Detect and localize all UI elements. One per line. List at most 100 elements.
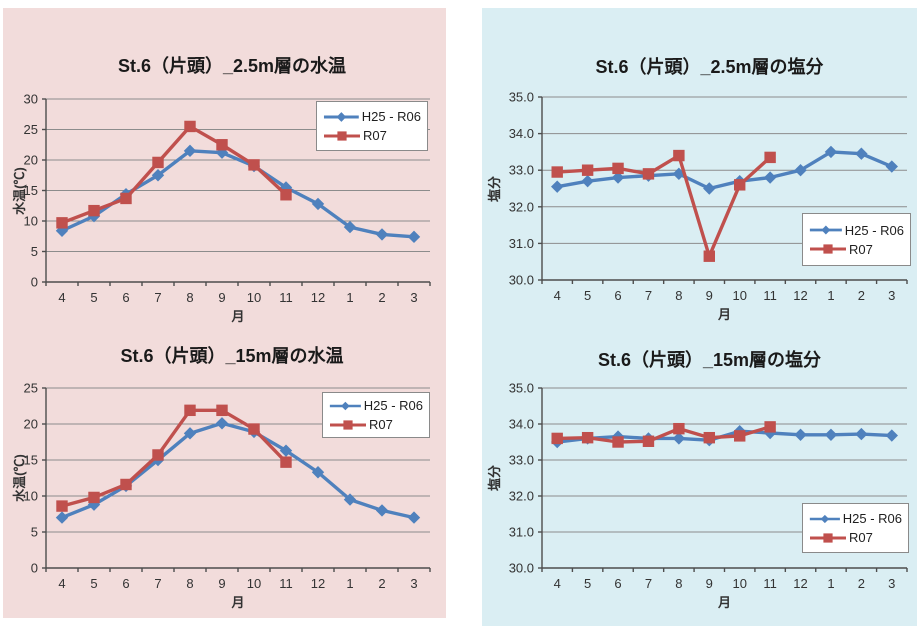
- y-tick-label: 5: [31, 244, 38, 259]
- x-tick-label: 1: [346, 576, 353, 591]
- x-tick-label: 12: [793, 288, 807, 303]
- legend-item: R07: [329, 417, 423, 432]
- x-axis-title: 月: [717, 595, 731, 610]
- x-tick-label: 6: [122, 290, 129, 305]
- x-tick-label: 9: [706, 576, 713, 591]
- diamond-marker: [311, 197, 325, 211]
- chart-temp-2-5m: St.6（片頭）_2.5m層の水温 0 5 10 15 20 25 30 4 5 6 7 8 9 10 11…: [3, 8, 446, 324]
- y-axis-title: 水温(℃): [12, 454, 27, 502]
- y-tick-label: 0: [31, 275, 38, 290]
- diamond-marker: [763, 426, 777, 440]
- square-marker: [703, 250, 715, 262]
- legend: H25 - R06 R07: [802, 503, 909, 553]
- legend-item: H25 - R06: [323, 109, 421, 124]
- x-tick-label: 3: [888, 288, 895, 303]
- legend-label: H25 - R06: [363, 398, 423, 413]
- x-tick-label: 7: [154, 290, 161, 305]
- chart-salinity-2-5m: St.6（片頭）_2.5m層の塩分 30.0 31.0 32.0 33.0 34.0 35…: [482, 8, 917, 322]
- diamond-marker: [375, 504, 389, 517]
- diamond-marker: [336, 111, 347, 122]
- x-tick-label: 11: [763, 576, 777, 591]
- diamond-marker: [855, 147, 868, 160]
- line-diamond-marker-icon: [323, 111, 359, 122]
- x-tick-label: 1: [827, 288, 834, 303]
- line-diamond-marker-icon: [809, 514, 840, 523]
- diamond-marker: [407, 230, 421, 244]
- series-r07: [56, 120, 292, 229]
- x-tick-label: 4: [58, 290, 65, 305]
- square-marker: [184, 404, 196, 417]
- diamond-marker: [672, 432, 686, 445]
- legend-label: R07: [849, 530, 873, 545]
- square-marker: [280, 456, 292, 468]
- x-tick-label: 3: [410, 576, 417, 591]
- legend-item: H25 - R06: [809, 223, 904, 238]
- square-marker: [152, 156, 164, 169]
- x-tick-label: 2: [858, 288, 865, 303]
- x-tick-label: 5: [584, 288, 591, 303]
- y-axis-title: 水温(℃): [12, 166, 27, 215]
- y-tick-label: 31.0: [509, 525, 534, 540]
- square-marker: [703, 431, 715, 444]
- water-temp-card: St.6（片頭）_2.5m層の水温 0 5 10 15 20 25 30 4 5 6 7 8 9 10 11…: [3, 8, 446, 618]
- x-tick-label: 8: [186, 576, 193, 591]
- square-marker: [88, 204, 100, 217]
- y-tick-label: 31.0: [509, 236, 534, 251]
- square-marker: [56, 217, 68, 229]
- x-tick-label: 10: [732, 576, 746, 591]
- y-tick-label: 30.0: [509, 561, 534, 576]
- y-tick-label: 33.0: [509, 163, 534, 178]
- x-tick-label: 10: [247, 576, 261, 591]
- x-tick-label: 3: [410, 290, 417, 305]
- diamond-marker: [183, 427, 197, 440]
- x-tick-label: 12: [793, 576, 807, 591]
- x-tick-label: 6: [614, 288, 621, 303]
- diamond-marker: [581, 174, 594, 188]
- x-tick-label: 8: [675, 576, 682, 591]
- square-marker: [216, 404, 228, 417]
- x-tick-label: 1: [346, 290, 353, 305]
- plot-area: 30.031.032.033.034.035.04 5 6 7 8 9 10 11 12 1 2 3: [509, 381, 908, 591]
- diamond-marker: [885, 429, 898, 442]
- legend-label: H25 - R06: [361, 109, 421, 124]
- diamond-marker: [311, 466, 325, 479]
- y-tick-label: 0: [31, 561, 38, 576]
- y-tick-label: 34.0: [509, 417, 534, 432]
- x-tick-label: 4: [58, 576, 65, 591]
- legend-label: R07: [849, 241, 873, 257]
- square-marker: [581, 431, 594, 444]
- legend-item: R07: [809, 530, 902, 545]
- x-tick-label: 8: [186, 290, 193, 305]
- legend-label: H25 - R06: [844, 222, 904, 238]
- diamond-marker: [551, 180, 564, 193]
- diamond-marker: [855, 427, 868, 441]
- y-tick-label: 20: [24, 417, 38, 432]
- x-tick-label: 4: [554, 576, 561, 591]
- x-tick-label: 2: [378, 290, 385, 305]
- chart-salinity-15m: St.6（片頭）_15m層の塩分 30.0 31.0 32.0 33.0 34.0 35.…: [482, 316, 917, 626]
- legend-item: R07: [809, 242, 904, 257]
- diamond-marker: [821, 225, 831, 235]
- x-tick-label: 10: [732, 288, 746, 303]
- y-tick-label: 32.0: [509, 199, 534, 214]
- x-tick-label: 9: [218, 576, 225, 591]
- square-marker: [280, 189, 292, 201]
- x-tick-label: 2: [378, 576, 385, 591]
- square-marker: [823, 244, 833, 254]
- x-tick-label: 11: [279, 576, 293, 591]
- diamond-marker: [763, 171, 777, 184]
- x-tick-label: 4: [554, 288, 561, 303]
- diamond-marker: [407, 511, 421, 524]
- square-marker: [337, 130, 347, 141]
- square-marker: [734, 179, 746, 191]
- diamond-marker: [820, 514, 830, 523]
- y-tick-label: 15: [24, 183, 38, 198]
- y-tick-label: 35.0: [509, 90, 534, 105]
- square-marker: [673, 422, 685, 435]
- series-line: [60, 149, 416, 239]
- x-tick-label: 11: [763, 288, 777, 303]
- x-axis-title: 月: [717, 307, 731, 322]
- diamond-marker: [885, 160, 898, 173]
- square-marker: [248, 159, 260, 171]
- diamond-marker: [703, 182, 716, 195]
